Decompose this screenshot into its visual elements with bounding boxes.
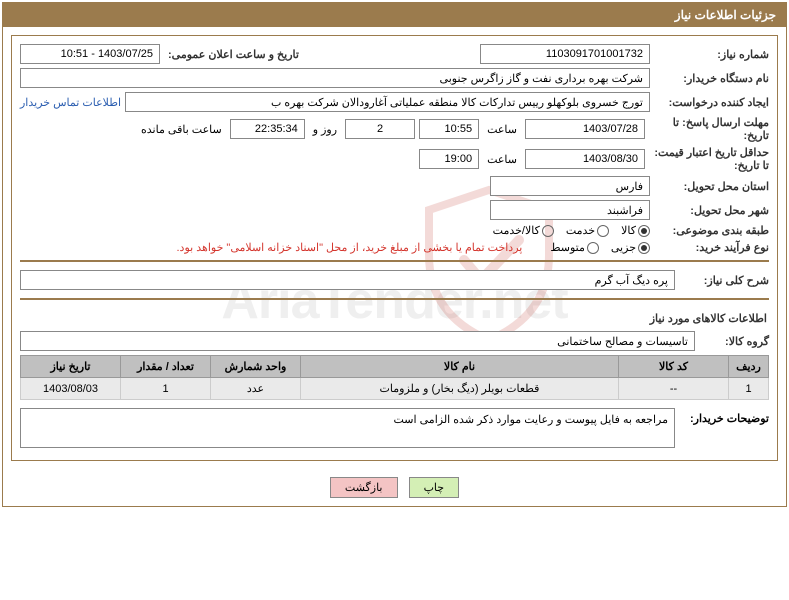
row-buyer-org: نام دستگاه خریدار: شرکت بهره برداری نفت … xyxy=(20,68,769,88)
creator-label: ایجاد کننده درخواست: xyxy=(654,96,769,109)
row-process: نوع فرآیند خرید: جزیی متوسط پرداخت تمام … xyxy=(20,241,769,254)
td-row: 1 xyxy=(729,378,769,400)
announce-label: تاریخ و ساعت اعلان عمومی: xyxy=(164,48,314,61)
time-label-1: ساعت xyxy=(483,123,521,136)
payment-note: پرداخت تمام یا بخشی از مبلغ خرید، از محل… xyxy=(177,241,527,254)
row-deadline: مهلت ارسال پاسخ: تا تاریخ: 1403/07/28 سا… xyxy=(20,116,769,142)
process-label: نوع فرآیند خرید: xyxy=(654,241,769,254)
table-header-row: ردیف کد کالا نام کالا واحد شمارش تعداد /… xyxy=(21,356,769,378)
radio-goods[interactable]: کالا xyxy=(621,224,650,237)
td-name: قطعات بویلر (دیگ بخار) و ملزومات xyxy=(301,378,619,400)
row-city: شهر محل تحویل: فراشبند xyxy=(20,200,769,220)
row-need-number: شماره نیاز: 1103091701001732 تاریخ و ساع… xyxy=(20,44,769,64)
th-date: تاریخ نیاز xyxy=(21,356,121,378)
th-name: نام کالا xyxy=(301,356,619,378)
general-desc-label: شرح کلی نیاز: xyxy=(679,274,769,287)
td-qty: 1 xyxy=(121,378,211,400)
validity-time: 19:00 xyxy=(419,149,479,169)
button-bar: چاپ بازگشت xyxy=(3,469,786,506)
row-category: طبقه بندی موضوعی: کالا خدمت کالا/خدمت xyxy=(20,224,769,237)
td-date: 1403/08/03 xyxy=(21,378,121,400)
deadline-label: مهلت ارسال پاسخ: تا تاریخ: xyxy=(649,116,769,142)
td-unit: عدد xyxy=(211,378,301,400)
city-value: فراشبند xyxy=(490,200,650,220)
time-label-2: ساعت xyxy=(483,153,521,166)
radio-partial[interactable]: جزیی xyxy=(611,241,650,254)
buyer-org-value: شرکت بهره برداری نفت و گاز زاگرس جنوبی xyxy=(20,68,650,88)
radio-goods-input[interactable] xyxy=(638,225,650,237)
contact-link[interactable]: اطلاعات تماس خریدار xyxy=(20,96,121,109)
th-qty: تعداد / مقدار xyxy=(121,356,211,378)
items-table: ردیف کد کالا نام کالا واحد شمارش تعداد /… xyxy=(20,355,769,400)
table-row: 1 -- قطعات بویلر (دیگ بخار) و ملزومات عد… xyxy=(21,378,769,400)
row-general-desc: شرح کلی نیاز: پره دیگ آب گرم xyxy=(20,270,769,290)
radio-medium[interactable]: متوسط xyxy=(550,241,599,254)
remaining-text: ساعت باقی مانده xyxy=(137,123,226,136)
main-panel: جزئیات اطلاعات نیاز شماره نیاز: 11030917… xyxy=(2,2,787,507)
radio-partial-input[interactable] xyxy=(638,242,650,254)
print-button[interactable]: چاپ xyxy=(409,477,460,498)
row-province: استان محل تحویل: فارس xyxy=(20,176,769,196)
province-value: فارس xyxy=(490,176,650,196)
need-number-label: شماره نیاز: xyxy=(654,48,769,61)
days-text: روز و xyxy=(309,123,341,136)
process-radio-group: جزیی متوسط xyxy=(550,241,650,254)
buyer-notes-label: توضیحات خریدار: xyxy=(679,408,769,425)
th-row: ردیف xyxy=(729,356,769,378)
validity-label: حداقل تاریخ اعتبار قیمت: تا تاریخ: xyxy=(649,146,769,172)
group-label: گروه کالا: xyxy=(699,335,769,348)
row-validity: حداقل تاریخ اعتبار قیمت: تا تاریخ: 1403/… xyxy=(20,146,769,172)
row-creator: ایجاد کننده درخواست: تورج خسروی بلوکهلو … xyxy=(20,92,769,112)
separator-1 xyxy=(20,260,769,262)
back-button[interactable]: بازگشت xyxy=(330,477,398,498)
items-section-title: اطلاعات کالاهای مورد نیاز xyxy=(20,306,769,331)
city-label: شهر محل تحویل: xyxy=(654,204,769,217)
category-radio-group: کالا خدمت کالا/خدمت xyxy=(493,224,650,237)
creator-value: تورج خسروی بلوکهلو رییس تدارکات کالا منط… xyxy=(125,92,650,112)
inner-panel: شماره نیاز: 1103091701001732 تاریخ و ساع… xyxy=(11,35,778,461)
th-unit: واحد شمارش xyxy=(211,356,301,378)
radio-service-input[interactable] xyxy=(597,225,609,237)
deadline-time: 10:55 xyxy=(419,119,479,139)
separator-2 xyxy=(20,298,769,300)
th-code: کد کالا xyxy=(619,356,729,378)
row-buyer-notes: توضیحات خریدار: مراجعه به فایل پیوست و ر… xyxy=(20,408,769,448)
radio-goods-service[interactable]: کالا/خدمت xyxy=(493,224,554,237)
group-value: تاسیسات و مصالح ساختمانی xyxy=(20,331,695,351)
validity-date: 1403/08/30 xyxy=(525,149,645,169)
panel-header: جزئیات اطلاعات نیاز xyxy=(3,3,786,27)
category-label: طبقه بندی موضوعی: xyxy=(654,224,769,237)
deadline-date: 1403/07/28 xyxy=(525,119,645,139)
countdown: 22:35:34 xyxy=(230,119,305,139)
need-number-value: 1103091701001732 xyxy=(480,44,650,64)
radio-medium-input[interactable] xyxy=(587,242,599,254)
buyer-org-label: نام دستگاه خریدار: xyxy=(654,72,769,85)
radio-service[interactable]: خدمت xyxy=(566,224,609,237)
row-group: گروه کالا: تاسیسات و مصالح ساختمانی xyxy=(20,331,769,351)
radio-goods-service-input[interactable] xyxy=(542,225,554,237)
buyer-notes-value: مراجعه به فایل پیوست و رعایت موارد ذکر ش… xyxy=(20,408,675,448)
province-label: استان محل تحویل: xyxy=(654,180,769,193)
general-desc-value: پره دیگ آب گرم xyxy=(20,270,675,290)
td-code: -- xyxy=(619,378,729,400)
announce-value: 1403/07/25 - 10:51 xyxy=(20,44,160,64)
days-count: 2 xyxy=(345,119,415,139)
